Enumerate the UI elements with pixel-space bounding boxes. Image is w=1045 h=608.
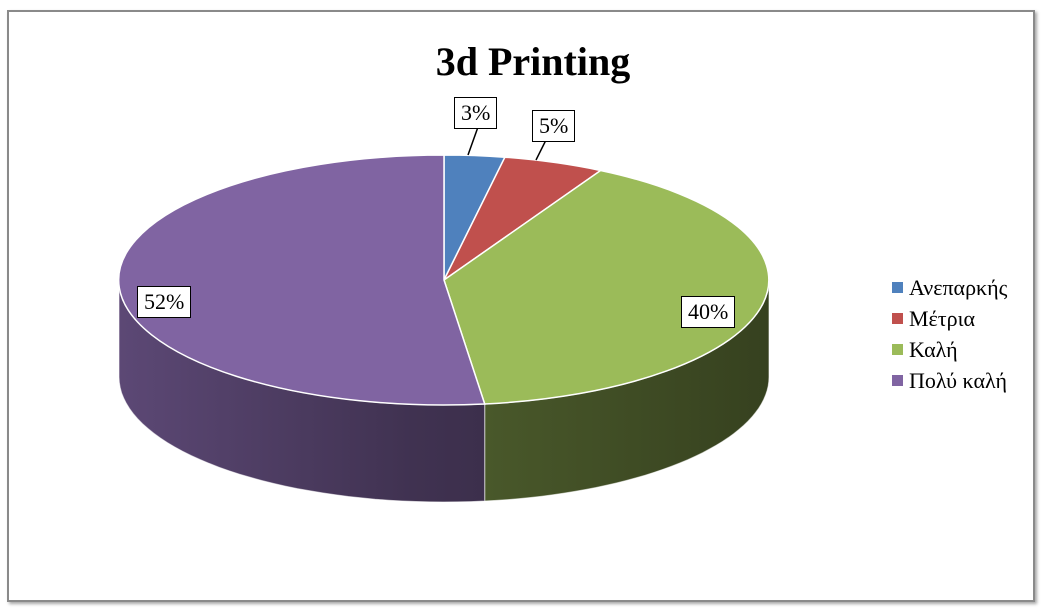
legend-label: Πολύ καλή	[909, 367, 1007, 393]
data-label-3: 52%	[137, 286, 192, 318]
legend-swatch	[892, 344, 903, 355]
pie-slice-2	[443, 169, 770, 405]
legend-label: Μέτρια	[909, 305, 976, 331]
legend-item: Μέτρια	[892, 303, 1007, 334]
legend: Ανεπαρκής Μέτρια Καλή Πολύ καλή	[892, 272, 1007, 396]
legend-swatch	[892, 375, 903, 386]
legend-item: Καλή	[892, 334, 1007, 365]
legend-label: Καλή	[909, 336, 958, 362]
data-label-2: 40%	[681, 296, 736, 328]
legend-item: Ανεπαρκής	[892, 272, 1007, 303]
leader-line-0	[467, 126, 479, 156]
chart-title: 3d Printing	[435, 39, 631, 84]
data-label-0: 3%	[454, 97, 498, 129]
pie-slice-3	[117, 154, 486, 406]
leader-line-1	[535, 139, 547, 161]
legend-swatch	[892, 313, 903, 324]
legend-swatch	[892, 282, 903, 293]
data-label-1: 5%	[532, 110, 576, 142]
legend-label: Ανεπαρκής	[909, 274, 1008, 300]
legend-item: Πολύ καλή	[892, 365, 1007, 396]
